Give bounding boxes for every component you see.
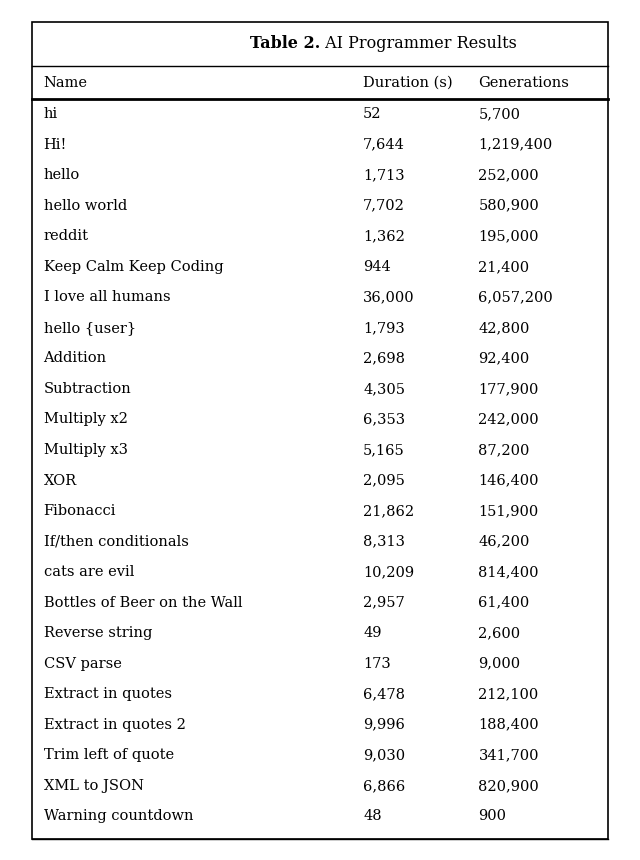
Text: 212,100: 212,100: [479, 687, 539, 701]
Text: 2,600: 2,600: [479, 626, 520, 640]
Text: cats are evil: cats are evil: [44, 565, 134, 579]
Text: 177,900: 177,900: [479, 382, 539, 396]
Text: 341,700: 341,700: [479, 748, 539, 762]
Text: hello: hello: [44, 169, 80, 182]
Text: AI Programmer Results: AI Programmer Results: [320, 35, 517, 52]
Text: Warning countdown: Warning countdown: [44, 809, 193, 823]
Text: 6,866: 6,866: [364, 779, 406, 793]
Text: 188,400: 188,400: [479, 718, 539, 732]
Text: 61,400: 61,400: [479, 596, 530, 610]
Text: 1,793: 1,793: [364, 321, 405, 335]
Text: 580,900: 580,900: [479, 199, 539, 212]
Text: 52: 52: [364, 108, 381, 121]
Text: 900: 900: [479, 809, 506, 823]
Text: 242,000: 242,000: [479, 413, 539, 427]
Text: If/then conditionals: If/then conditionals: [44, 535, 188, 549]
Text: Hi!: Hi!: [44, 138, 67, 151]
Text: hi: hi: [44, 108, 58, 121]
Text: 49: 49: [364, 626, 381, 640]
Text: 5,700: 5,700: [479, 108, 520, 121]
Text: hello {user}: hello {user}: [44, 321, 136, 335]
Text: 87,200: 87,200: [479, 443, 530, 457]
Text: I love all humans: I love all humans: [44, 291, 170, 304]
Text: 42,800: 42,800: [479, 321, 530, 335]
Text: 173: 173: [364, 657, 391, 671]
Text: 146,400: 146,400: [479, 474, 539, 488]
Text: 6,057,200: 6,057,200: [479, 291, 553, 304]
Text: Addition: Addition: [44, 352, 107, 365]
Text: CSV parse: CSV parse: [44, 657, 122, 671]
Text: XOR: XOR: [44, 474, 77, 488]
Text: 21,400: 21,400: [479, 260, 529, 273]
Text: 92,400: 92,400: [479, 352, 530, 365]
Text: 1,362: 1,362: [364, 230, 405, 243]
Text: 151,900: 151,900: [479, 504, 539, 518]
Text: 9,030: 9,030: [364, 748, 405, 762]
Text: Extract in quotes 2: Extract in quotes 2: [44, 718, 186, 732]
Text: 10,209: 10,209: [364, 565, 414, 579]
Text: Bottles of Beer on the Wall: Bottles of Beer on the Wall: [44, 596, 242, 610]
Text: 820,900: 820,900: [479, 779, 539, 793]
Text: Generations: Generations: [479, 76, 569, 89]
Text: Keep Calm Keep Coding: Keep Calm Keep Coding: [44, 260, 223, 273]
Text: Trim left of quote: Trim left of quote: [44, 748, 173, 762]
Text: 4,305: 4,305: [364, 382, 405, 396]
Text: reddit: reddit: [44, 230, 88, 243]
Text: 21,862: 21,862: [364, 504, 414, 518]
Text: Fibonacci: Fibonacci: [44, 504, 116, 518]
Text: Multiply x3: Multiply x3: [44, 443, 127, 457]
Text: 7,644: 7,644: [364, 138, 405, 151]
Text: 9,000: 9,000: [479, 657, 520, 671]
Text: 9,996: 9,996: [364, 718, 405, 732]
Text: 8,313: 8,313: [364, 535, 405, 549]
Text: 5,165: 5,165: [364, 443, 405, 457]
Text: 7,702: 7,702: [364, 199, 405, 212]
Text: Duration (s): Duration (s): [364, 76, 453, 89]
Text: 252,000: 252,000: [479, 169, 539, 182]
Text: Subtraction: Subtraction: [44, 382, 131, 396]
Text: 2,957: 2,957: [364, 596, 405, 610]
Text: 6,353: 6,353: [364, 413, 405, 427]
Text: 2,095: 2,095: [364, 474, 405, 488]
Text: 2,698: 2,698: [364, 352, 405, 365]
Text: 36,000: 36,000: [364, 291, 415, 304]
Text: XML to JSON: XML to JSON: [44, 779, 143, 793]
Text: Reverse string: Reverse string: [44, 626, 152, 640]
Text: hello world: hello world: [44, 199, 127, 212]
Text: 944: 944: [364, 260, 391, 273]
Text: 6,478: 6,478: [364, 687, 405, 701]
Text: 195,000: 195,000: [479, 230, 539, 243]
Text: 48: 48: [364, 809, 382, 823]
Text: 46,200: 46,200: [479, 535, 530, 549]
Text: 1,219,400: 1,219,400: [479, 138, 553, 151]
Text: 1,713: 1,713: [364, 169, 405, 182]
Text: Extract in quotes: Extract in quotes: [44, 687, 172, 701]
Text: Multiply x2: Multiply x2: [44, 413, 127, 427]
Text: Table 2.: Table 2.: [250, 35, 320, 52]
Text: Name: Name: [44, 76, 88, 89]
Text: 814,400: 814,400: [479, 565, 539, 579]
